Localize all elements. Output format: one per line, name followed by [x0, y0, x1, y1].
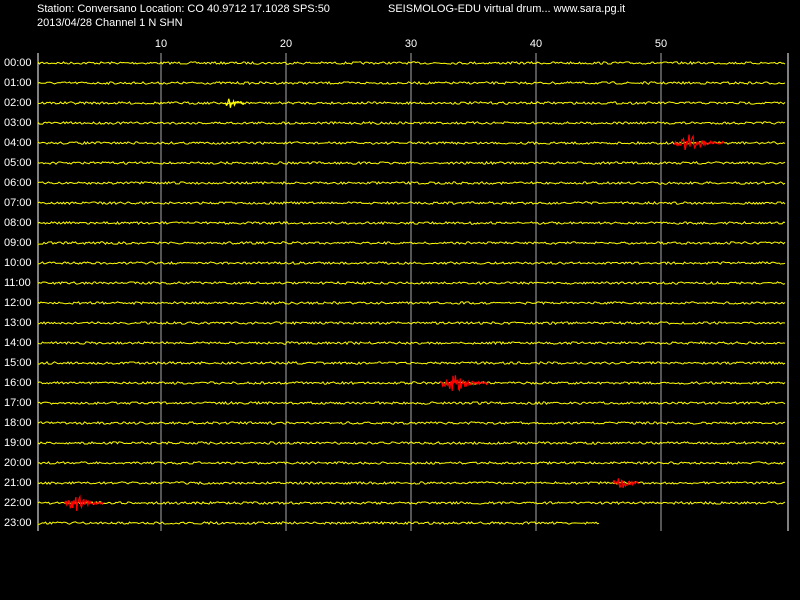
trace: [37, 220, 786, 226]
x-tick-label: 30: [405, 38, 417, 50]
station-info: Station: Conversano Location: CO 40.9712…: [37, 3, 330, 15]
trace: [37, 160, 786, 166]
trace: [37, 461, 786, 466]
trace: [37, 180, 786, 186]
row-label: 21:00: [4, 477, 32, 489]
trace: [37, 361, 786, 366]
trace: [37, 420, 786, 426]
trace: [37, 321, 786, 326]
x-tick-label: 20: [280, 38, 292, 50]
trace: [37, 261, 786, 266]
seismic-event: [224, 98, 245, 108]
row-label: 17:00: [4, 397, 32, 409]
trace: [37, 300, 786, 306]
seismic-event: [64, 494, 104, 511]
row-label: 06:00: [4, 177, 32, 189]
seismic-event: [674, 134, 725, 151]
trace: [37, 401, 786, 405]
trace: [37, 240, 786, 245]
date-channel: 2013/04/28 Channel 1 N SHN: [37, 17, 183, 29]
program-info: SEISMOLOG-EDU virtual drum... www.sara.p…: [388, 3, 625, 15]
trace: [37, 500, 786, 506]
trace: [37, 441, 786, 445]
trace: [37, 481, 786, 486]
row-label: 08:00: [4, 217, 32, 229]
row-label: 14:00: [4, 337, 32, 349]
trace: [37, 140, 786, 145]
seismic-event: [440, 375, 489, 392]
row-label: 05:00: [4, 157, 32, 169]
trace: [37, 60, 786, 66]
x-tick-label: 40: [530, 38, 542, 50]
row-label: 22:00: [4, 497, 32, 509]
row-label: 20:00: [4, 457, 32, 469]
trace: [37, 340, 786, 346]
row-label: 01:00: [4, 77, 32, 89]
row-label: 12:00: [4, 297, 32, 309]
trace: [37, 380, 786, 385]
trace: [37, 280, 786, 285]
x-tick-label: 50: [655, 38, 667, 50]
trace: [37, 200, 786, 205]
row-label: 13:00: [4, 317, 32, 329]
row-label: 19:00: [4, 437, 32, 449]
trace: [37, 80, 786, 86]
row-label: 07:00: [4, 197, 32, 209]
row-label: 16:00: [4, 377, 32, 389]
row-label: 23:00: [4, 517, 32, 529]
seismic-event: [612, 478, 640, 489]
row-label: 03:00: [4, 117, 32, 129]
row-label: 11:00: [4, 277, 31, 289]
trace: [37, 520, 600, 526]
row-label: 10:00: [4, 257, 32, 269]
row-label: 04:00: [4, 137, 32, 149]
row-label: 02:00: [4, 97, 32, 109]
row-label: 00:00: [4, 57, 32, 69]
row-label: 18:00: [4, 417, 32, 429]
x-tick-label: 10: [155, 38, 167, 50]
row-label: 15:00: [4, 357, 32, 369]
trace: [37, 101, 786, 105]
trace: [37, 120, 786, 125]
row-label: 09:00: [4, 237, 32, 249]
